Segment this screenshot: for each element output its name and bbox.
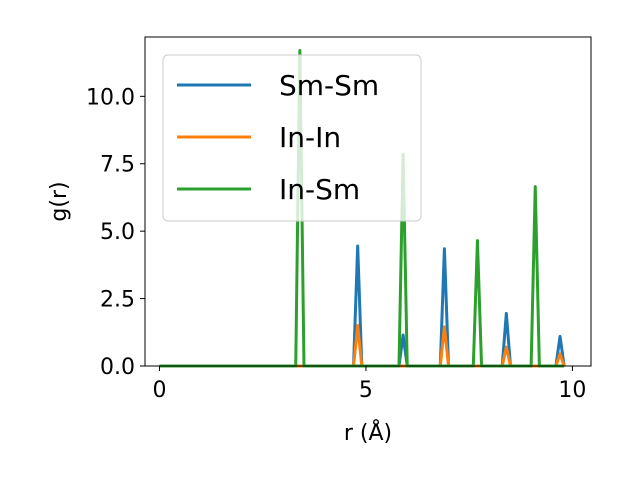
legend: Sm-Sm In-In In-Sm [162, 54, 422, 222]
series-line-sm-sm [159, 244, 566, 368]
x-axis: 0 5 10 [152, 366, 586, 403]
plot-frame [144, 36, 592, 367]
legend-label: Sm-Sm [279, 69, 379, 102]
y-tick-label: 2.5 [100, 288, 135, 313]
y-axis-label: g(r) [47, 181, 72, 221]
legend-box [162, 54, 422, 222]
legend-label: In-Sm [279, 173, 360, 206]
y-tick-label: 7.5 [100, 153, 135, 178]
y-tick-label: 5.0 [100, 220, 135, 245]
legend-label: In-In [279, 121, 341, 154]
x-tick-label: 5 [359, 378, 373, 403]
y-axis: 0.0 2.5 5.0 7.5 10.0 [86, 85, 145, 380]
y-tick-label: 10.0 [86, 85, 135, 110]
y-tick-label: 0.0 [100, 355, 135, 380]
x-axis-label: r (Å) [344, 419, 392, 446]
x-tick-label: 0 [152, 378, 166, 403]
x-tick-label: 10 [558, 378, 586, 403]
